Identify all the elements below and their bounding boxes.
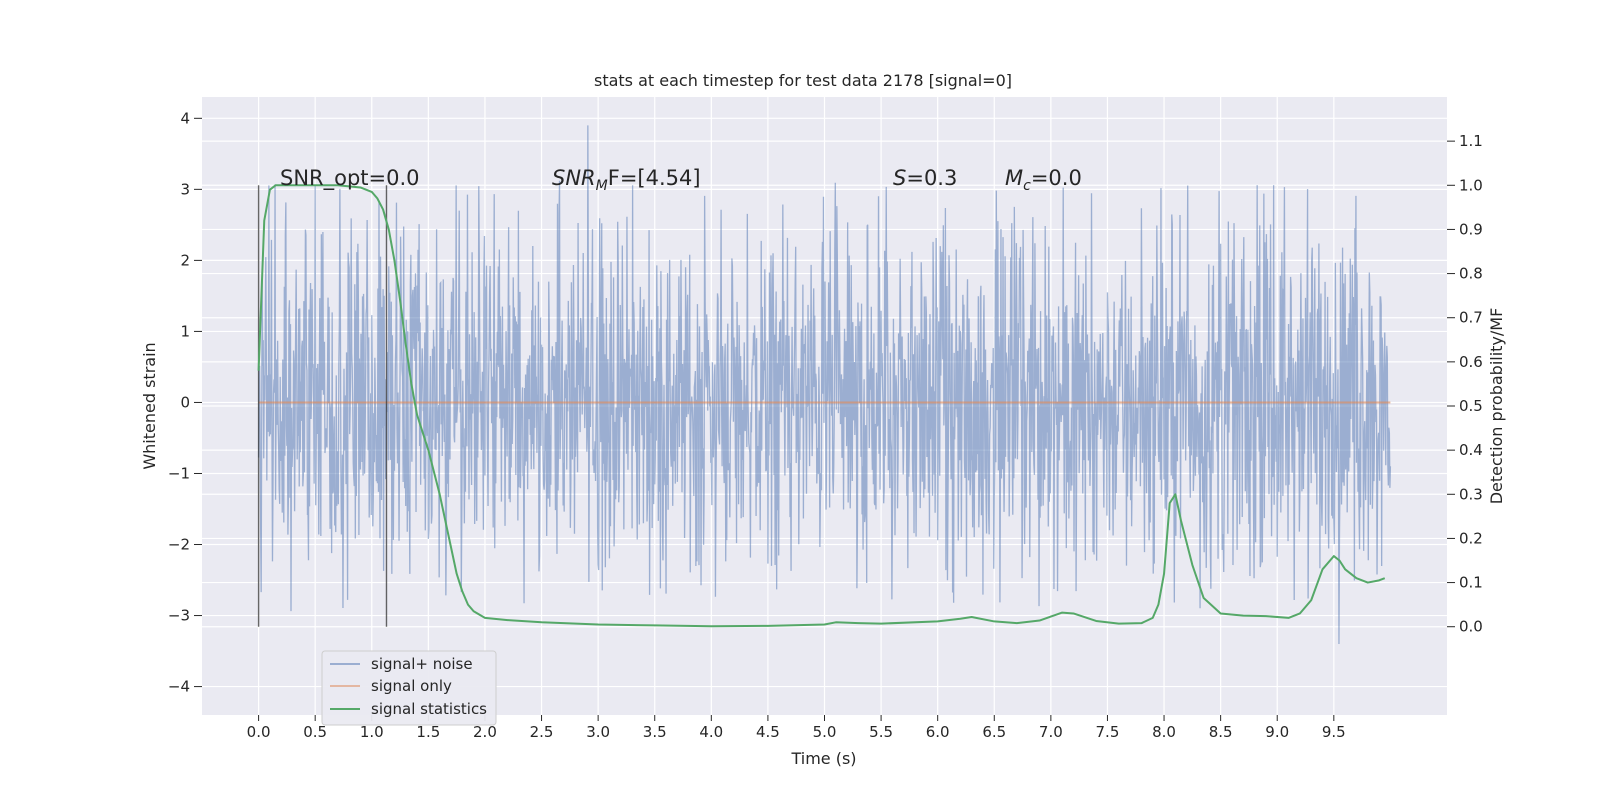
annotation-snr-mf: SNRMF=[4.54] bbox=[552, 166, 701, 194]
y-left-tick-label: 3 bbox=[180, 180, 190, 198]
x-tick-label: 7.5 bbox=[1096, 723, 1120, 741]
y-right-tick-label: 1.1 bbox=[1459, 132, 1483, 150]
x-tick-label: 5.5 bbox=[869, 723, 893, 741]
snr-mf-sub: M bbox=[596, 178, 608, 194]
x-tick-label: 6.5 bbox=[982, 723, 1006, 741]
x-tick-label: 2.5 bbox=[530, 723, 554, 741]
y-right-tick-label: 0.1 bbox=[1459, 574, 1483, 592]
legend-box bbox=[321, 650, 497, 726]
y-right-tick-label: 0.6 bbox=[1459, 353, 1483, 371]
snr-mf-rest: F=[4.54] bbox=[608, 166, 701, 190]
series-signal-noise bbox=[257, 125, 1392, 644]
y-left-tick-label: 2 bbox=[180, 251, 190, 269]
s-italic: S bbox=[893, 166, 906, 190]
annotations: SNR_opt=0.0 SNRMF=[4.54] S=0.3 Mc=0.0 bbox=[280, 166, 1082, 194]
x-tick-label: 1.5 bbox=[416, 723, 440, 741]
series-signal-statistics bbox=[257, 184, 1386, 628]
x-tick-label: 0.5 bbox=[303, 723, 327, 741]
legend-label-signal-noise: signal+ noise bbox=[371, 655, 473, 673]
x-axis-ticks: 0.0 0.5 1.0 1.5 2.0 2.5 3.0 3.5 4.0 4.5 5.0 5.5 6.0 6… bbox=[247, 715, 1346, 741]
legend-label-signal-only: signal only bbox=[371, 677, 452, 695]
y-right-tick-label: 0.2 bbox=[1459, 529, 1483, 547]
x-tick-label: 3.5 bbox=[643, 723, 667, 741]
annotation-mc: Mc=0.0 bbox=[1005, 166, 1082, 194]
y-axis-right-ticks: 1.1 1.0 0.9 0.8 0.7 0.6 0.5 0.4 0.3 0.2 0.1 0.0 bbox=[1447, 132, 1483, 636]
x-tick-label: 9.0 bbox=[1265, 723, 1289, 741]
annotation-s: S=0.3 bbox=[893, 166, 957, 190]
y-right-tick-label: 0.0 bbox=[1459, 618, 1483, 636]
y-left-tick-label: −3 bbox=[168, 607, 190, 625]
x-tick-label: 0.0 bbox=[247, 723, 271, 741]
x-tick-label: 2.0 bbox=[473, 723, 497, 741]
x-tick-label: 8.0 bbox=[1152, 723, 1176, 741]
y-right-tick-label: 0.8 bbox=[1459, 265, 1483, 283]
y-right-tick-label: 0.5 bbox=[1459, 397, 1483, 415]
y-axis-left-label: Whitened strain bbox=[140, 342, 159, 469]
y-right-tick-label: 0.9 bbox=[1459, 220, 1483, 238]
y-left-tick-label: −4 bbox=[168, 678, 190, 696]
x-tick-label: 4.5 bbox=[756, 723, 780, 741]
x-tick-label: 4.0 bbox=[699, 723, 723, 741]
s-rest: =0.3 bbox=[906, 166, 957, 190]
y-right-tick-label: 0.4 bbox=[1459, 441, 1483, 459]
x-tick-label: 9.5 bbox=[1322, 723, 1346, 741]
signal-noise-line bbox=[257, 125, 1392, 644]
y-left-tick-label: 0 bbox=[180, 393, 190, 411]
mc-sub: c bbox=[1023, 178, 1031, 194]
mc-base: M bbox=[1005, 166, 1023, 190]
y-right-tick-label: 1.0 bbox=[1459, 176, 1483, 194]
y-right-tick-label: 0.7 bbox=[1459, 309, 1483, 327]
x-axis-label: Time (s) bbox=[790, 749, 856, 768]
vertical-markers bbox=[257, 185, 388, 627]
signal-statistics-line bbox=[257, 184, 1386, 628]
chart-title: stats at each timestep for test data 217… bbox=[594, 71, 1012, 90]
snr-mf-base: SNR bbox=[552, 166, 596, 190]
legend-label-signal-statistics: signal statistics bbox=[371, 700, 487, 718]
y-left-tick-label: −2 bbox=[168, 536, 190, 554]
y-left-tick-label: −1 bbox=[168, 464, 190, 482]
y-axis-right-label: Detection probability/MF bbox=[1487, 308, 1506, 505]
y-axis-left-ticks: 4 3 2 1 0 −1 −2 −3 −4 bbox=[168, 109, 202, 696]
x-tick-label: 1.0 bbox=[360, 723, 384, 741]
x-tick-label: 8.5 bbox=[1209, 723, 1233, 741]
x-tick-label: 7.0 bbox=[1039, 723, 1063, 741]
annotation-snr-opt: SNR_opt=0.0 bbox=[280, 166, 420, 191]
x-tick-label: 5.0 bbox=[813, 723, 837, 741]
y-right-tick-label: 0.3 bbox=[1459, 485, 1483, 503]
legend: signal+ noise signal only signal statist… bbox=[321, 650, 497, 726]
y-left-tick-label: 4 bbox=[180, 109, 190, 127]
x-tick-label: 6.0 bbox=[926, 723, 950, 741]
mc-rest: =0.0 bbox=[1031, 166, 1082, 190]
x-tick-label: 3.0 bbox=[586, 723, 610, 741]
y-left-tick-label: 1 bbox=[180, 322, 190, 340]
